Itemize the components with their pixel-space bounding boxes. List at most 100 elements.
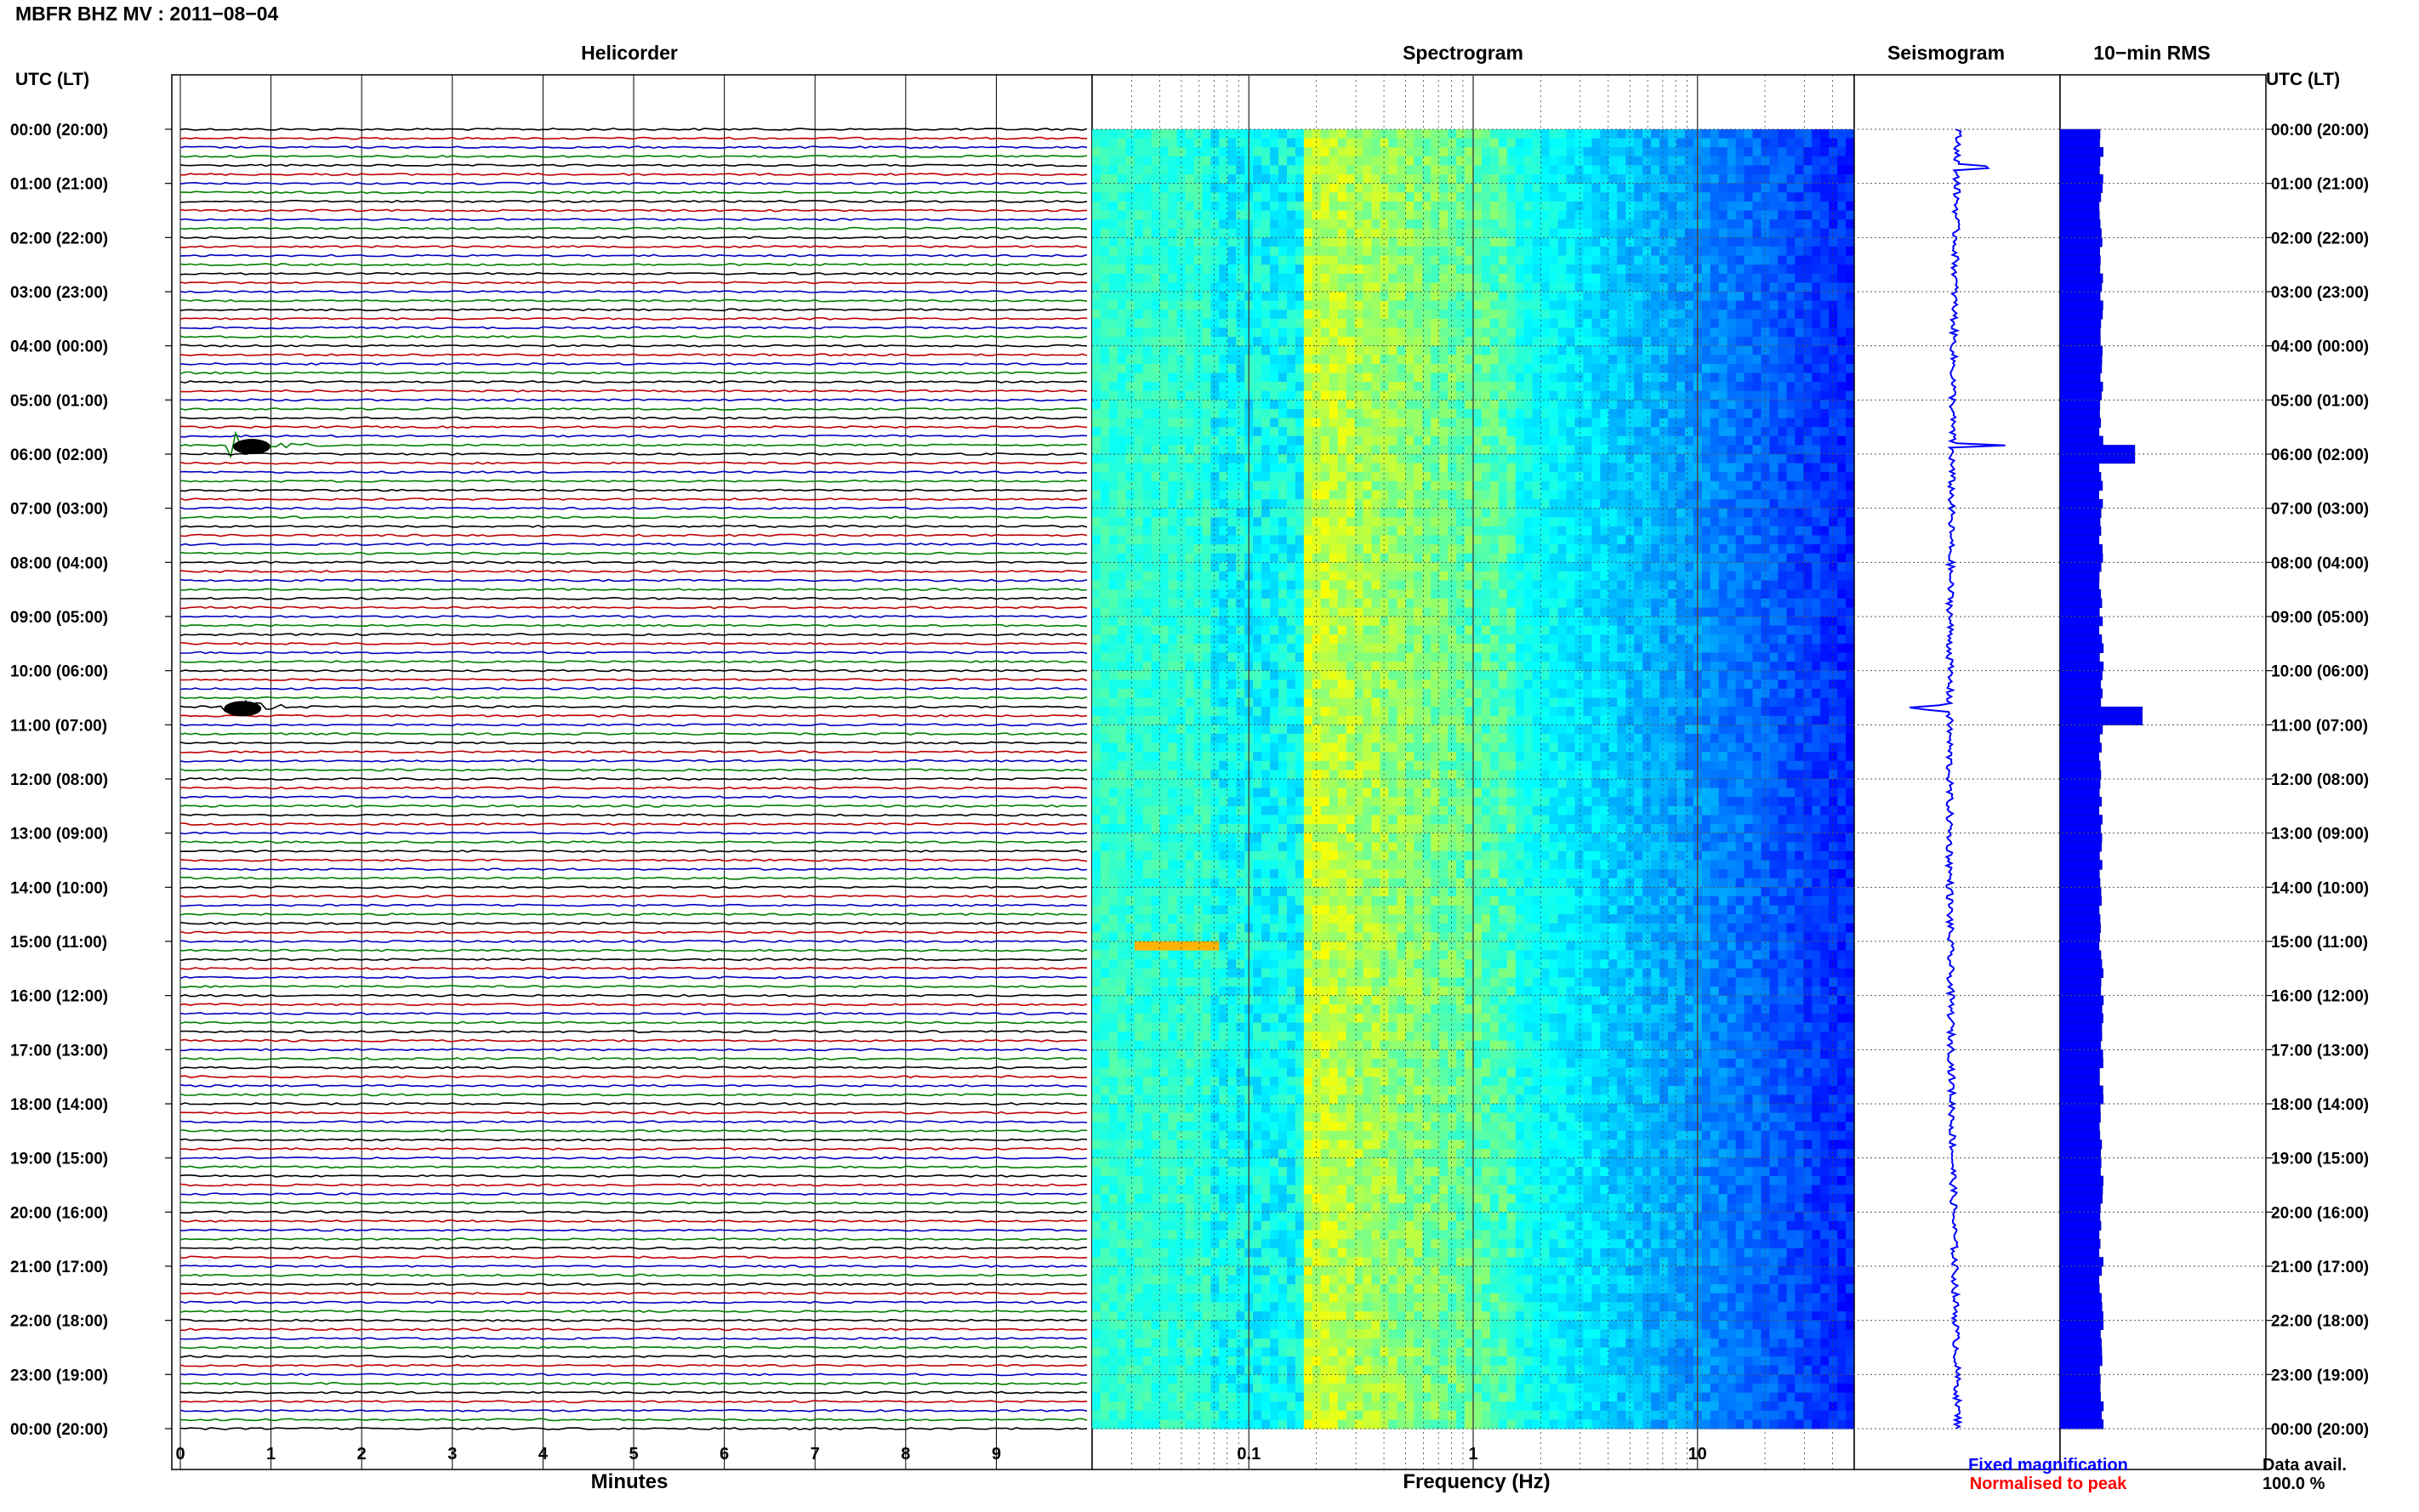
spectrogram-cell: [1566, 246, 1576, 257]
spectrogram-cell: [1752, 526, 1762, 537]
spectrogram-cell: [1795, 472, 1804, 482]
spectrogram-cell: [1287, 201, 1296, 212]
spectrogram-cell: [1439, 174, 1449, 185]
spectrogram-cell: [1634, 192, 1643, 202]
helicorder-trace: [179, 1093, 1088, 1097]
spectrogram-cell: [1820, 310, 1830, 320]
spectrogram-cell: [1117, 535, 1127, 545]
spectrogram-cell: [1117, 580, 1127, 590]
spectrogram-cell: [1617, 589, 1626, 600]
spectrogram-cell: [1303, 246, 1313, 257]
spectrogram-cell: [1253, 472, 1262, 482]
spectrogram-cell: [1659, 264, 1669, 275]
spectrogram-cell: [1176, 310, 1187, 320]
spectrogram-cell: [1253, 580, 1262, 590]
spectrogram-cell: [1108, 210, 1118, 220]
spectrogram-cell: [1482, 418, 1491, 428]
spectrogram-cell: [1608, 345, 1618, 355]
spectrogram-cell: [1540, 264, 1551, 275]
spectrogram-cell: [1295, 237, 1305, 247]
spectrogram-cell: [1312, 382, 1322, 392]
spectrogram-cell: [1820, 589, 1830, 600]
spectrogram-cell: [1278, 607, 1288, 617]
spectrogram-cell: [1202, 526, 1211, 537]
spectrogram-cell: [1261, 255, 1271, 265]
helicorder-trace: [179, 430, 1088, 459]
spectrogram-cell: [1337, 517, 1347, 527]
spectrogram-cell: [1591, 580, 1601, 590]
spectrogram-cell: [1397, 607, 1406, 617]
spectrogram-cell: [1092, 292, 1101, 302]
spectrogram-cell: [1388, 318, 1397, 328]
spectrogram-cell: [1134, 435, 1144, 446]
spectrogram-cell: [1236, 165, 1245, 175]
spectrogram-cell: [1363, 255, 1373, 265]
spectrogram-cell: [1608, 508, 1618, 518]
spectrogram-cell: [1583, 273, 1592, 283]
spectrogram-cell: [1473, 400, 1483, 410]
spectrogram-cell: [1684, 400, 1694, 410]
helicorder-trace: [180, 190, 1088, 195]
spectrogram-cell: [1431, 544, 1440, 554]
spectrogram-cell: [1422, 246, 1431, 257]
spectrogram-cell: [1236, 390, 1245, 401]
spectrogram-cell: [1329, 246, 1339, 257]
spectrogram-cell: [1414, 355, 1423, 365]
spectrogram-cell: [1312, 544, 1322, 554]
spectrogram-cell: [1591, 562, 1601, 572]
spectrogram-cell: [1176, 508, 1187, 518]
spectrogram-cell: [1448, 300, 1457, 310]
spectrogram-cell: [1236, 526, 1245, 537]
spectrogram-cell: [1287, 210, 1296, 220]
spectrogram-cell: [1549, 183, 1559, 193]
spectrogram-cell: [1583, 454, 1592, 464]
spectrogram-cell: [1380, 255, 1390, 265]
spectrogram-cell: [1710, 589, 1720, 600]
spectrogram-cell: [1253, 535, 1262, 545]
spectrogram-cell: [1473, 544, 1483, 554]
spectrogram-cell: [1727, 382, 1737, 392]
spectrogram-cell: [1634, 174, 1643, 185]
spectrogram-cell: [1465, 435, 1474, 446]
spectrogram-cell: [1303, 607, 1313, 617]
spectrogram-cell: [1439, 480, 1449, 491]
spectrogram-cell: [1448, 454, 1457, 464]
spectrogram-cell: [1574, 355, 1585, 365]
spectrogram-cell: [1718, 408, 1728, 419]
spectrogram-cell: [1846, 382, 1855, 392]
spectrogram-cell: [1125, 580, 1136, 590]
spectrogram-cell: [1142, 129, 1153, 139]
spectrogram-cell: [1795, 390, 1804, 401]
spectrogram-cell: [1498, 517, 1508, 527]
spectrogram-cell: [1388, 282, 1397, 293]
spectrogram-cell: [1812, 363, 1821, 374]
spectrogram-cell: [1701, 472, 1711, 482]
spectrogram-cell: [1439, 138, 1449, 148]
spectrogram-cell: [1829, 544, 1838, 554]
spectrogram-cell: [1591, 355, 1601, 365]
spectrogram-cell: [1727, 165, 1737, 175]
spectrogram-cell: [1515, 228, 1525, 238]
spectrogram-cell: [1092, 472, 1101, 482]
spectrogram-cell: [1431, 237, 1440, 247]
spectrogram-cell: [1727, 210, 1737, 220]
spectrogram-cell: [1591, 607, 1601, 617]
spectrogram-cell: [1219, 418, 1228, 428]
spectrogram-cell: [1803, 156, 1813, 166]
spectrogram-cell: [1108, 544, 1118, 554]
spectrogram-cell: [1295, 310, 1305, 320]
spectrogram-cell: [1795, 310, 1804, 320]
spectrogram-cell: [1320, 192, 1330, 202]
spectrogram-cell: [1803, 318, 1813, 328]
spectrogram-cell: [1727, 192, 1737, 202]
spectrogram-cell: [1312, 372, 1322, 383]
spectrogram-cell: [1320, 580, 1330, 590]
spectrogram-cell: [1261, 490, 1271, 500]
spectrogram-cell: [1659, 273, 1669, 283]
spectrogram-cell: [1287, 454, 1296, 464]
spectrogram-cell: [1642, 165, 1652, 175]
spectrogram-cell: [1320, 129, 1330, 139]
spectrogram-cell: [1117, 165, 1127, 175]
spectrogram-cell: [1473, 273, 1483, 283]
spectrogram-cell: [1489, 544, 1500, 554]
